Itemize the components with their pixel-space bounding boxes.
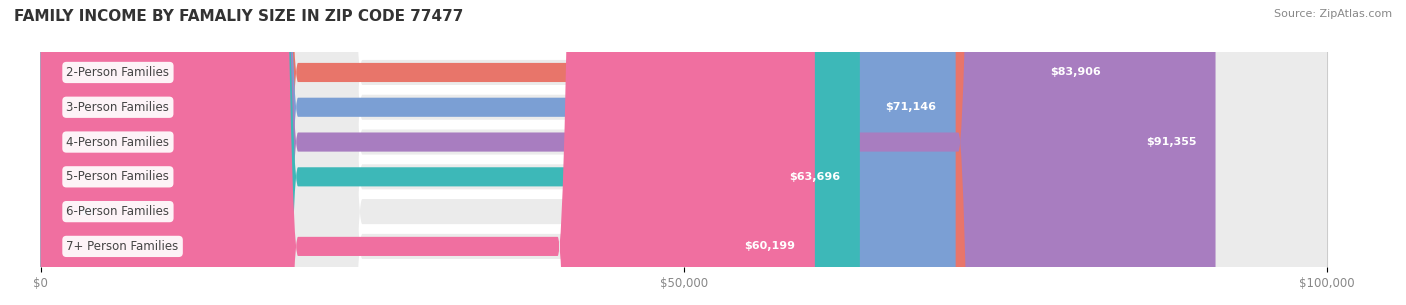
Text: $0: $0 <box>79 206 94 217</box>
Text: 2-Person Families: 2-Person Families <box>66 66 170 79</box>
FancyBboxPatch shape <box>41 0 860 305</box>
FancyBboxPatch shape <box>41 0 1327 305</box>
Text: $83,906: $83,906 <box>1050 67 1101 77</box>
FancyBboxPatch shape <box>41 0 1327 305</box>
Text: $63,696: $63,696 <box>789 172 841 182</box>
FancyBboxPatch shape <box>41 0 815 305</box>
Text: 3-Person Families: 3-Person Families <box>66 101 169 114</box>
Text: $91,355: $91,355 <box>1146 137 1197 147</box>
Text: 4-Person Families: 4-Person Families <box>66 135 170 149</box>
FancyBboxPatch shape <box>41 0 1216 305</box>
FancyBboxPatch shape <box>41 0 1327 305</box>
Text: $71,146: $71,146 <box>886 102 936 112</box>
FancyBboxPatch shape <box>41 0 1119 305</box>
Text: $60,199: $60,199 <box>745 241 796 251</box>
FancyBboxPatch shape <box>41 0 1327 305</box>
Text: 5-Person Families: 5-Person Families <box>66 170 169 183</box>
Text: 7+ Person Families: 7+ Person Families <box>66 240 179 253</box>
FancyBboxPatch shape <box>41 0 1327 305</box>
Text: Source: ZipAtlas.com: Source: ZipAtlas.com <box>1274 9 1392 19</box>
FancyBboxPatch shape <box>41 0 956 305</box>
Text: 6-Person Families: 6-Person Families <box>66 205 170 218</box>
FancyBboxPatch shape <box>41 0 1327 305</box>
Text: FAMILY INCOME BY FAMALIY SIZE IN ZIP CODE 77477: FAMILY INCOME BY FAMALIY SIZE IN ZIP COD… <box>14 9 464 24</box>
